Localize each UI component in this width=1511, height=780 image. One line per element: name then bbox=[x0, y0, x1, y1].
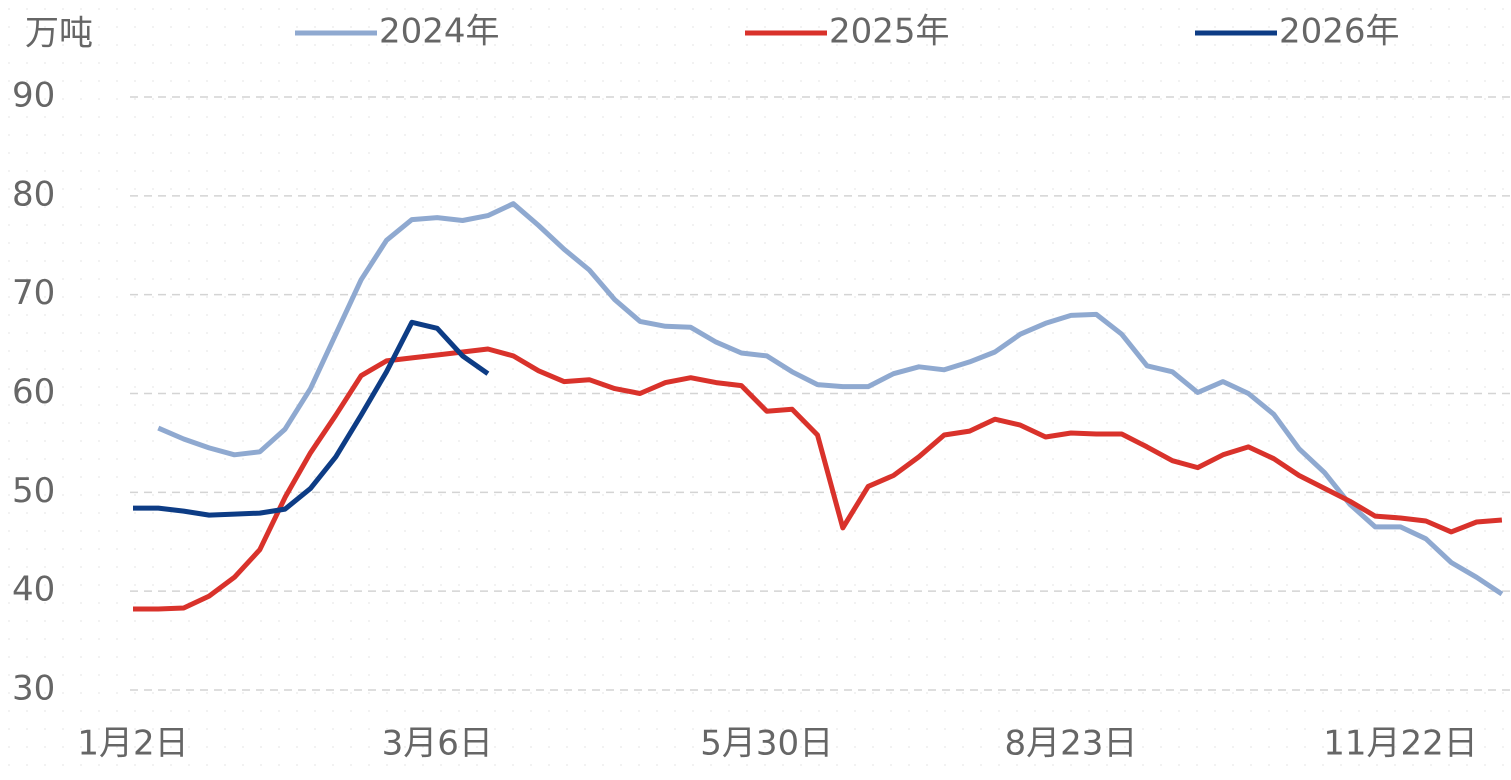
y-tick-label: 30 bbox=[12, 669, 55, 709]
x-tick-label: 5月30日 bbox=[700, 724, 833, 764]
series-line bbox=[157, 201, 1504, 597]
legend-label: 2026年 bbox=[1279, 12, 1400, 52]
x-tick-label: 11月22日 bbox=[1323, 724, 1478, 764]
y-tick-label: 80 bbox=[12, 174, 55, 214]
y-tick-label: 60 bbox=[12, 372, 55, 412]
y-tick-label: 70 bbox=[12, 273, 55, 313]
series-line bbox=[133, 346, 1503, 612]
y-tick-label: 40 bbox=[12, 570, 55, 610]
y-unit: 万吨 bbox=[25, 14, 93, 54]
x-tick-label: 3月6日 bbox=[382, 724, 493, 764]
x-tick-label: 1月2日 bbox=[77, 724, 188, 764]
legend-label: 2024年 bbox=[379, 12, 500, 52]
x-tick-label: 8月23日 bbox=[1004, 724, 1137, 764]
y-tick-label: 50 bbox=[12, 471, 55, 511]
series-line bbox=[133, 319, 490, 518]
y-tick-label: 90 bbox=[12, 76, 55, 116]
legend-label: 2025年 bbox=[829, 12, 950, 52]
